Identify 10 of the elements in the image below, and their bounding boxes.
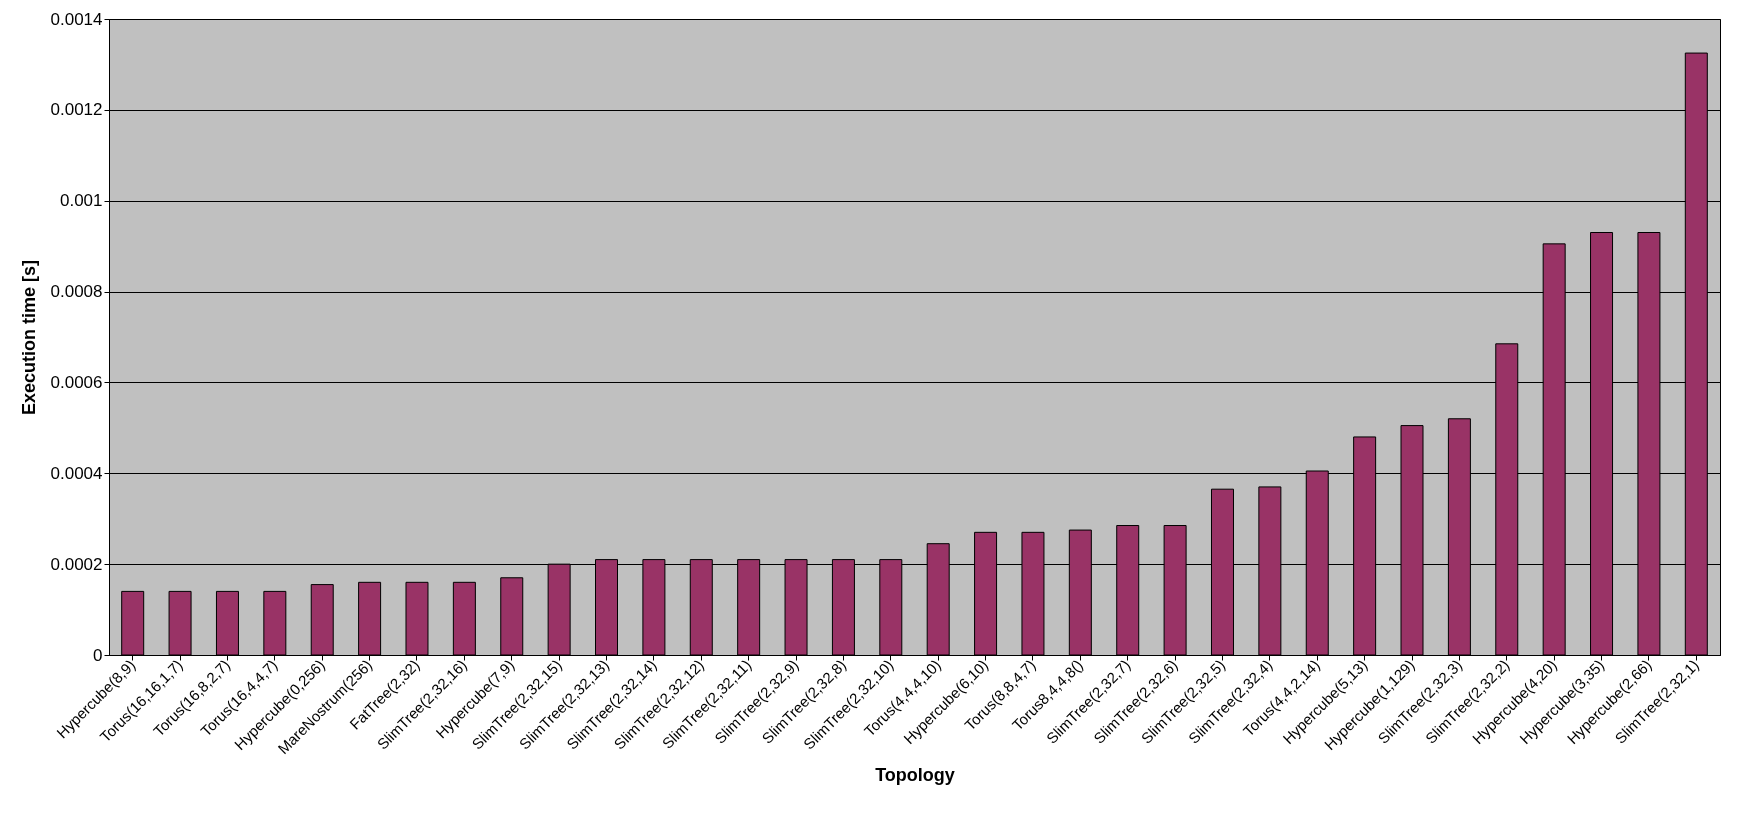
y-tick-label: 0.001 (59, 191, 103, 211)
y-tick-label: 0.0002 (50, 554, 103, 574)
y-tick-label: 0.0006 (50, 372, 103, 392)
x-axis-title: Topology (875, 765, 955, 786)
y-axis-title: Execution time [s] (18, 259, 39, 416)
y-tick-label: 0.0014 (50, 9, 103, 29)
y-tick-label: 0.0012 (50, 100, 103, 120)
y-tick-label: 0 (93, 645, 103, 665)
y-tick-label: 0.0008 (50, 282, 103, 302)
y-tick-label: 0.0004 (50, 463, 103, 483)
